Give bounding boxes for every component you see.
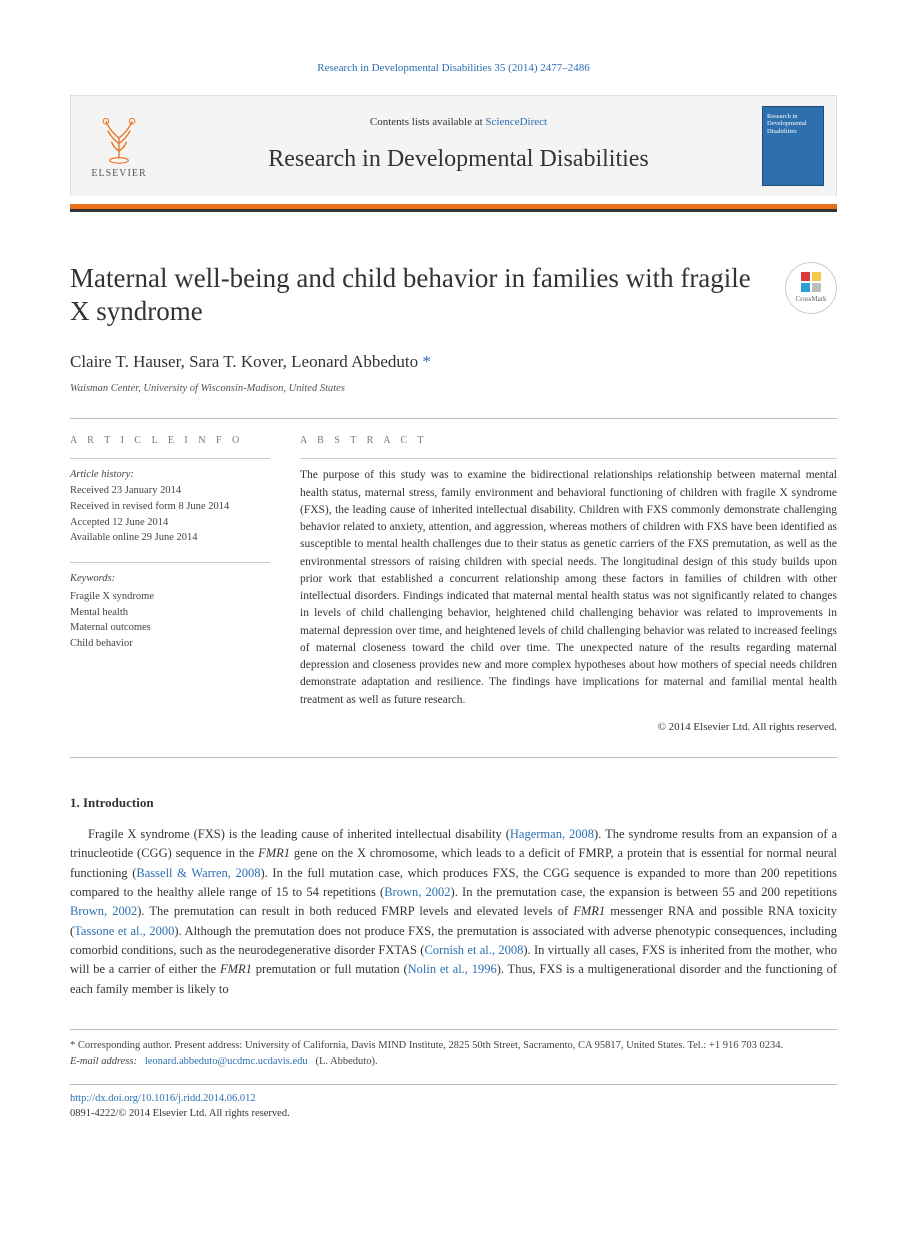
elsevier-tree-icon	[91, 110, 147, 166]
abstract-copyright: © 2014 Elsevier Ltd. All rights reserved…	[300, 719, 837, 736]
corr-marker: *	[418, 352, 431, 371]
history-line: Accepted 12 June 2014	[70, 515, 270, 531]
email-label: E-mail address:	[70, 1056, 137, 1067]
keywords-block: Keywords: Fragile X syndromeMental healt…	[70, 571, 270, 652]
citation[interactable]: Brown, 2002	[70, 904, 137, 918]
rule-dark	[70, 209, 837, 212]
footnotes: * Corresponding author. Present address:…	[70, 1029, 837, 1070]
authors-names: Claire T. Hauser, Sara T. Kover, Leonard…	[70, 352, 418, 371]
elsevier-wordmark: ELSEVIER	[91, 166, 146, 181]
text-run: Fragile X syndrome (FXS) is the leading …	[88, 827, 510, 841]
crossmark-label: CrossMark	[795, 294, 826, 305]
sciencedirect-link[interactable]: ScienceDirect	[485, 116, 547, 128]
contents-prefix: Contents lists available at	[370, 116, 485, 128]
doi-link[interactable]: http://dx.doi.org/10.1016/j.ridd.2014.06…	[70, 1093, 256, 1104]
history-line: Received in revised form 8 June 2014	[70, 499, 270, 515]
email-line: E-mail address: leonard.abbeduto@ucdmc.u…	[70, 1054, 837, 1070]
abstract-col: A B S T R A C T The purpose of this stud…	[300, 433, 837, 735]
keyword: Mental health	[70, 605, 270, 621]
history-line: Available online 29 June 2014	[70, 530, 270, 546]
text-run: ). The premutation can result in both re…	[137, 904, 573, 918]
article-info-col: A R T I C L E I N F O Article history: R…	[70, 433, 270, 735]
page: Research in Developmental Disabilities 3…	[0, 0, 907, 1162]
crossmark-icon	[799, 270, 823, 294]
gene-name: FMR1	[220, 962, 252, 976]
intro-paragraph: Fragile X syndrome (FXS) is the leading …	[70, 825, 837, 999]
gene-name: FMR1	[573, 904, 605, 918]
citation[interactable]: Tassone et al., 2000	[74, 924, 174, 938]
title-block: Maternal well-being and child behavior i…	[70, 262, 837, 330]
article-title: Maternal well-being and child behavior i…	[70, 262, 767, 330]
divider	[70, 418, 837, 419]
running-head: Research in Developmental Disabilities 3…	[70, 60, 837, 77]
citation[interactable]: Brown, 2002	[384, 885, 450, 899]
journal-name: Research in Developmental Disabilities	[167, 141, 750, 177]
article-info-head: A R T I C L E I N F O	[70, 433, 270, 448]
journal-cover-thumb: Research in Developmental Disabilities	[762, 106, 824, 186]
keywords-label: Keywords:	[70, 571, 270, 587]
text-run: premutation or full mutation (	[252, 962, 408, 976]
crossmark-badge[interactable]: CrossMark	[785, 262, 837, 314]
masthead-center: Contents lists available at ScienceDirec…	[167, 114, 750, 177]
text-run: ). In the premutation case, the expansio…	[451, 885, 837, 899]
info-row: A R T I C L E I N F O Article history: R…	[70, 433, 837, 735]
contents-line: Contents lists available at ScienceDirec…	[167, 114, 750, 131]
divider	[70, 757, 837, 758]
masthead: ELSEVIER Contents lists available at Sci…	[70, 95, 837, 196]
section-head-intro: 1. Introduction	[70, 793, 837, 813]
email-author: (L. Abbeduto).	[315, 1056, 377, 1067]
email-address[interactable]: leonard.abbeduto@ucdmc.ucdavis.edu	[145, 1056, 308, 1067]
keyword: Fragile X syndrome	[70, 589, 270, 605]
abstract-head: A B S T R A C T	[300, 433, 837, 448]
history-label: Article history:	[70, 467, 270, 483]
elsevier-logo: ELSEVIER	[83, 106, 155, 186]
abstract-text: The purpose of this study was to examine…	[300, 467, 837, 709]
history-line: Received 23 January 2014	[70, 483, 270, 499]
history-block: Article history: Received 23 January 201…	[70, 467, 270, 546]
citation[interactable]: Bassell & Warren, 2008	[136, 866, 260, 880]
affiliation: Waisman Center, University of Wisconsin-…	[70, 381, 837, 397]
citation[interactable]: Nolin et al., 1996	[408, 962, 497, 976]
citation[interactable]: Hagerman, 2008	[510, 827, 594, 841]
doi-block: http://dx.doi.org/10.1016/j.ridd.2014.06…	[70, 1084, 837, 1123]
keyword: Child behavior	[70, 636, 270, 652]
citation[interactable]: Cornish et al., 2008	[424, 943, 523, 957]
keyword: Maternal outcomes	[70, 620, 270, 636]
corresponding-author-note: * Corresponding author. Present address:…	[70, 1038, 837, 1054]
issn-line: 0891-4222/© 2014 Elsevier Ltd. All right…	[70, 1108, 290, 1119]
authors: Claire T. Hauser, Sara T. Kover, Leonard…	[70, 349, 837, 375]
gene-name: FMR1	[258, 846, 290, 860]
